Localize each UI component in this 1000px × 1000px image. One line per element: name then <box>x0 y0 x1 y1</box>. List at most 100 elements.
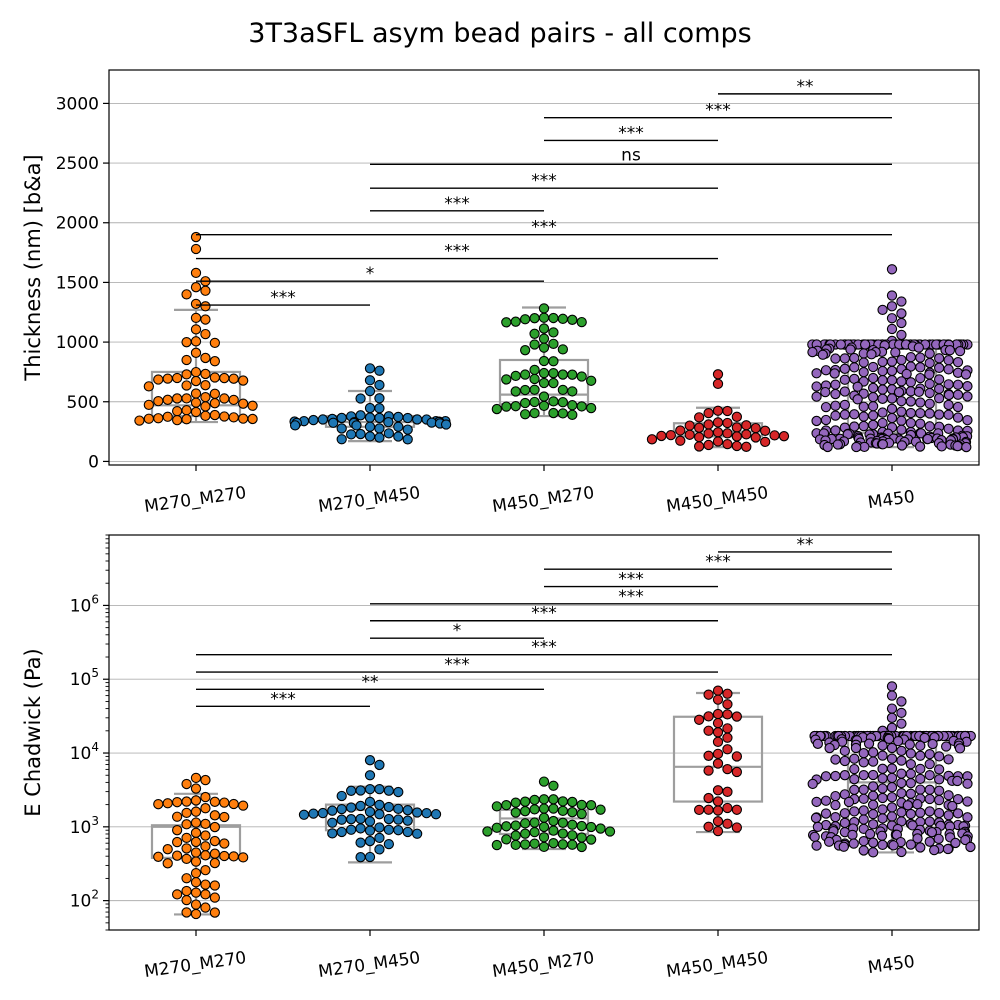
data-point <box>567 400 578 411</box>
significance-label: ns <box>621 145 641 165</box>
data-point <box>905 417 917 429</box>
data-point <box>586 402 597 414</box>
data-point <box>548 825 559 836</box>
data-point <box>722 802 733 814</box>
data-point <box>820 795 832 806</box>
data-point <box>519 839 531 850</box>
data-point <box>209 796 221 807</box>
data-point <box>393 786 404 798</box>
data-point <box>557 313 569 324</box>
data-point <box>731 804 743 815</box>
data-point <box>914 441 926 452</box>
data-point <box>181 354 192 366</box>
data-point <box>896 696 907 707</box>
data-point <box>849 753 860 764</box>
data-point <box>181 380 192 391</box>
data-point <box>896 755 907 766</box>
data-point <box>830 400 841 411</box>
data-point <box>209 388 221 399</box>
data-point <box>858 784 869 795</box>
data-point <box>839 363 850 374</box>
data-point <box>538 312 550 323</box>
data-point <box>943 355 954 366</box>
data-point <box>858 401 869 412</box>
data-point <box>426 417 437 428</box>
data-point <box>501 401 512 412</box>
data-point <box>877 740 888 751</box>
data-point <box>940 741 952 752</box>
data-point <box>886 811 898 822</box>
data-point <box>722 818 733 829</box>
data-point <box>934 751 945 762</box>
data-point <box>722 699 733 710</box>
data-point <box>858 420 869 432</box>
data-point <box>181 832 192 844</box>
data-point <box>877 356 888 368</box>
data-point <box>200 830 211 841</box>
data-point <box>364 363 376 374</box>
data-point <box>712 708 724 720</box>
data-point <box>190 827 202 838</box>
data-point <box>934 383 945 394</box>
data-point <box>886 356 898 367</box>
data-point <box>200 401 211 412</box>
data-point <box>934 807 945 819</box>
data-point <box>858 769 869 781</box>
data-point <box>886 323 898 335</box>
data-point <box>529 339 540 350</box>
x-tick-label: M270_M450 <box>317 948 422 982</box>
data-point <box>190 836 202 848</box>
data-point <box>364 385 376 397</box>
data-point <box>852 381 863 392</box>
data-point <box>943 364 954 375</box>
data-point <box>336 814 347 825</box>
data-point <box>538 803 550 814</box>
data-point <box>209 835 221 847</box>
data-point <box>896 317 907 329</box>
data-point <box>731 751 743 762</box>
data-point <box>839 808 850 819</box>
data-point <box>374 393 385 404</box>
data-point <box>501 821 512 832</box>
data-point <box>200 285 211 296</box>
data-point <box>374 809 385 820</box>
data-point <box>820 771 832 782</box>
data-point <box>219 797 230 808</box>
y-tick-label: 1500 <box>56 273 99 293</box>
x-tick-label: M450_M450 <box>665 948 770 982</box>
data-point <box>171 797 183 808</box>
data-point <box>538 377 550 389</box>
data-point <box>646 434 658 445</box>
data-point <box>960 834 971 846</box>
data-point <box>411 807 423 818</box>
data-point <box>952 440 963 452</box>
data-point <box>886 375 898 386</box>
data-point <box>915 418 926 429</box>
data-point <box>200 380 211 391</box>
data-point <box>703 711 714 722</box>
data-point <box>219 838 230 849</box>
data-point <box>904 739 915 750</box>
data-point <box>886 763 898 774</box>
data-point <box>209 356 221 367</box>
data-point <box>171 372 183 384</box>
data-point <box>915 352 926 363</box>
data-point <box>830 754 841 765</box>
data-point <box>529 384 540 395</box>
data-point <box>886 403 898 414</box>
data-point <box>778 431 790 442</box>
data-point <box>364 755 376 766</box>
data-point <box>190 908 202 920</box>
significance-label: *** <box>270 689 296 709</box>
data-point <box>811 415 822 427</box>
significance-label: * <box>453 621 462 641</box>
data-point <box>886 290 898 301</box>
data-point <box>519 796 531 807</box>
data-point <box>345 785 357 796</box>
data-point <box>820 414 832 426</box>
data-point <box>839 386 850 397</box>
data-point <box>675 425 686 436</box>
data-point <box>383 417 394 428</box>
data-point <box>190 375 202 387</box>
data-point <box>712 816 724 827</box>
